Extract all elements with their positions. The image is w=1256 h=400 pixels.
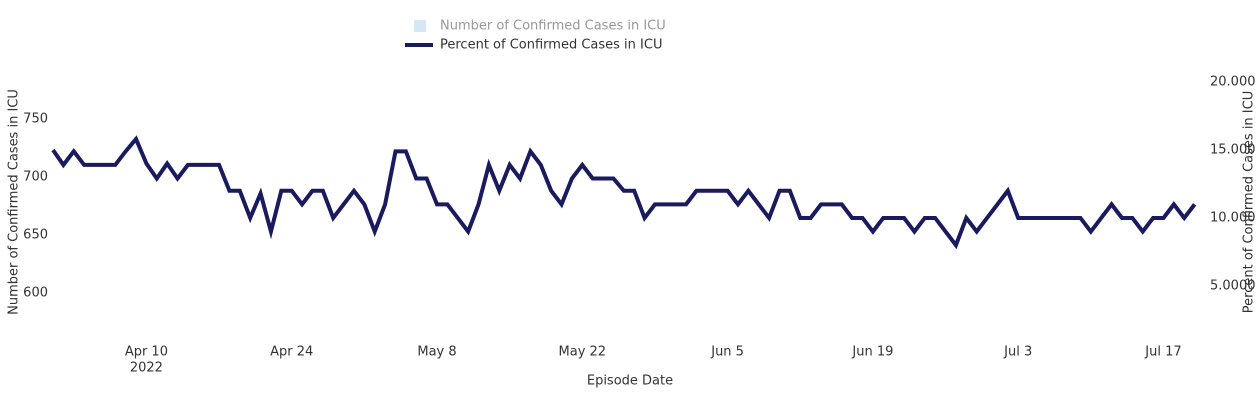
y2-axis-title: Percent of Confirmed Cases in ICU: [1242, 91, 1256, 313]
y-tick-label: 650: [23, 227, 48, 242]
y-tick-label: 600: [23, 285, 48, 300]
x-tick-sublabel: 2022: [130, 361, 163, 376]
x-tick-label: Apr 10: [125, 345, 168, 360]
x-tick-label: Jun 5: [710, 345, 744, 360]
x-axis-title: Episode Date: [587, 374, 673, 389]
x-tick-label: May 8: [417, 345, 456, 360]
y2-tick-label: 15.000: [1210, 142, 1256, 157]
y2-tick-label: 10.000: [1210, 210, 1256, 225]
x-tick-label: Jul 17: [1144, 345, 1181, 360]
line: [51, 135, 1197, 250]
y-tick-label: 750: [23, 111, 48, 126]
y2-tick-label: 20.000: [1210, 74, 1256, 89]
legend-label[interactable]: Percent of Confirmed Cases in ICU: [440, 38, 662, 53]
x-tick-label: Jul 3: [1003, 345, 1032, 360]
legend-label[interactable]: Number of Confirmed Cases in ICU: [440, 19, 666, 34]
x-tick-label: Apr 24: [270, 345, 313, 360]
y2-tick-label: 5.0000: [1210, 278, 1256, 293]
legend-swatch[interactable]: [414, 20, 426, 32]
x-tick-label: Jun 19: [851, 345, 893, 360]
y-tick-label: 700: [23, 169, 48, 184]
x-tick-label: May 22: [559, 345, 607, 360]
y-axis-title: Number of Confirmed Cases in ICU: [7, 89, 22, 315]
